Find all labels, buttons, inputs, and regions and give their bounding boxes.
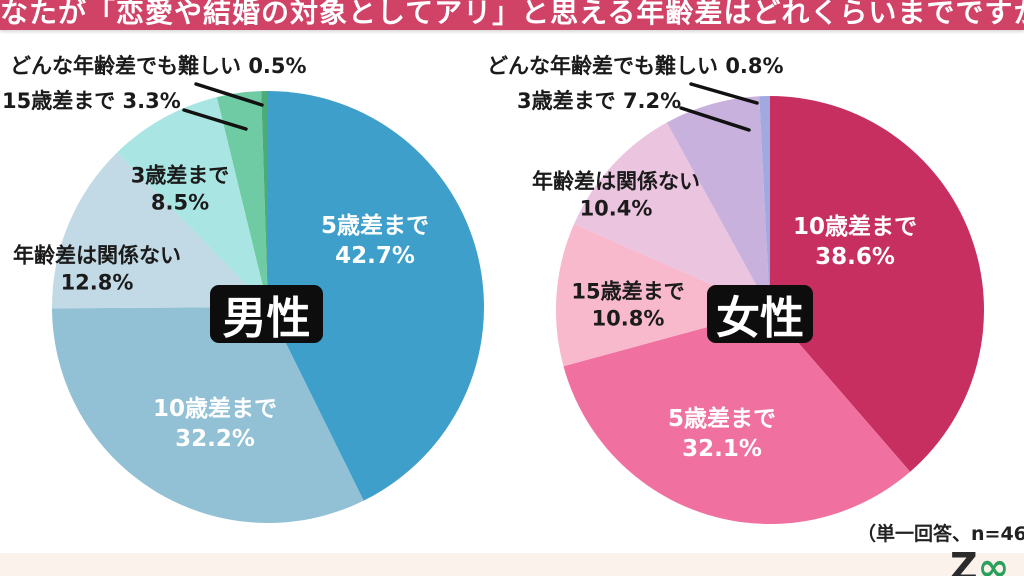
slice-label-men-5years: 5歳差まで 42.7% — [320, 213, 430, 269]
pie-slice-1-1 — [563, 310, 911, 525]
slice-label-women-3years: 3歳差まで 7.2% — [517, 89, 682, 113]
pie-slice-1-5 — [759, 95, 770, 310]
footer-strip — [0, 553, 1024, 576]
slice-label-women-difficult: どんな年齢差でも難しい 0.8% — [487, 54, 784, 78]
pie-slice-1-4 — [666, 96, 770, 311]
leader-line-women-difficult — [689, 82, 759, 105]
leader-lines — [182, 82, 759, 132]
pie-slice-0-5 — [261, 91, 268, 307]
pie-slice-0-4 — [216, 91, 268, 307]
pie-slice-0-0 — [268, 91, 484, 501]
slice-label-men-3years: 3歳差まで 8.5% — [130, 163, 230, 215]
slice-label-men-any-age: 年齢差は関係ない 12.8% — [13, 243, 181, 295]
pie-slice-1-2 — [555, 224, 770, 367]
survey-footnote: （単一回答、n=46 — [857, 523, 1024, 545]
slice-label-men-10years: 10歳差まで 32.2% — [152, 396, 278, 452]
leader-line-men-15years — [182, 108, 248, 131]
pie-slice-1-0 — [770, 96, 985, 472]
group-badge-women: 女性 — [707, 285, 813, 344]
infinity-icon: ∞ — [977, 545, 1010, 576]
slice-label-men-difficult: どんな年齢差でも難しい 0.5% — [10, 54, 307, 78]
leader-line-women-3years — [679, 106, 751, 132]
slice-label-men-15years: 15歳差まで 3.3% — [2, 89, 181, 113]
slice-label-women-10years: 10歳差まで 38.6% — [792, 214, 918, 270]
slice-label-women-5years: 5歳差まで 32.1% — [667, 406, 777, 462]
pie-slice-0-3 — [117, 97, 268, 307]
brand-logo: Z∞ — [950, 545, 1010, 576]
pie-chart-women — [555, 95, 985, 525]
page-title: なたが「恋愛や結婚の対象としてアリ」と思える年齢差はどれくらいまでですか — [0, 0, 1024, 29]
slice-label-women-15years: 15歳差まで 10.8% — [571, 279, 685, 331]
pie-slice-1-3 — [574, 122, 770, 311]
pie-slice-0-1 — [52, 307, 364, 523]
title-bar: なたが「恋愛や結婚の対象としてアリ」と思える年齢差はどれくらいまでですか — [0, 0, 1024, 30]
slice-label-women-any-age: 年齢差は関係ない 10.4% — [532, 169, 700, 221]
brand-letter: Z — [950, 545, 978, 576]
group-badge-men: 男性 — [210, 285, 323, 344]
pie-chart-men — [51, 91, 484, 523]
leader-line-men-difficult — [194, 82, 264, 107]
pie-slice-0-2 — [51, 152, 268, 309]
